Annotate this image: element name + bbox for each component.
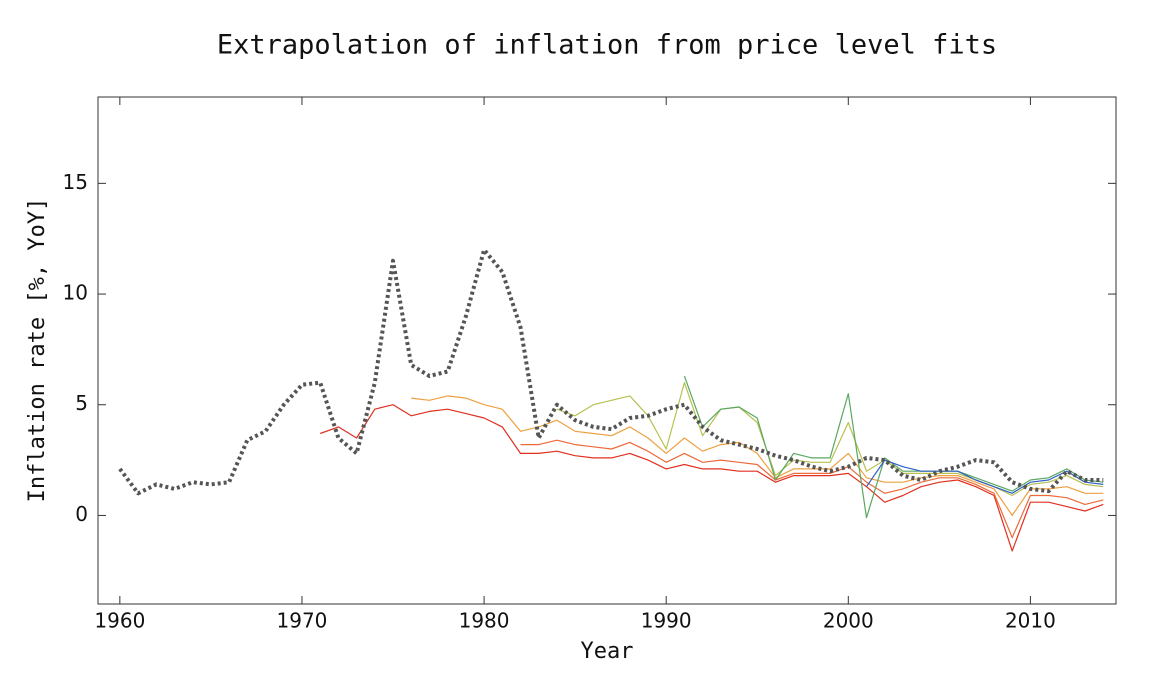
x-tick-label: 1990 [641, 609, 692, 633]
plot-frame [97, 96, 1117, 605]
x-tick-label: 1970 [277, 609, 328, 633]
y-axis-label: Inflation rate [%, YoY] [25, 198, 50, 503]
series-line [520, 439, 1104, 539]
x-tick-label: 2010 [1005, 609, 1056, 633]
series-line [411, 395, 1104, 516]
x-axis-label: Year [581, 639, 634, 664]
series-line [118, 247, 1104, 496]
series-line [556, 382, 1104, 497]
series-line [319, 404, 1104, 552]
x-tick-label: 1960 [94, 609, 145, 633]
x-tick-label: 1980 [459, 609, 510, 633]
chart-title: Extrapolation of inflation from price le… [217, 30, 997, 61]
series-line [683, 375, 1104, 519]
y-tick-label: 0 [75, 502, 88, 526]
y-tick-label: 10 [63, 281, 88, 305]
y-tick-label: 5 [75, 391, 88, 415]
x-tick-label: 2000 [823, 609, 874, 633]
y-tick-label: 15 [63, 170, 88, 194]
